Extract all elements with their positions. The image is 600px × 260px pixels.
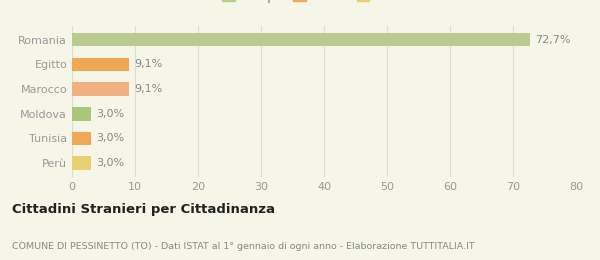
Text: 3,0%: 3,0%	[96, 158, 124, 168]
Text: 9,1%: 9,1%	[134, 84, 163, 94]
Bar	[72, 57, 130, 71]
Bar	[72, 33, 530, 47]
Text: 3,0%: 3,0%	[96, 109, 124, 119]
Legend: Europa, Africa, America: Europa, Africa, America	[220, 0, 428, 5]
Text: 9,1%: 9,1%	[134, 59, 163, 69]
Bar	[72, 156, 91, 170]
Text: COMUNE DI PESSINETTO (TO) - Dati ISTAT al 1° gennaio di ogni anno - Elaborazione: COMUNE DI PESSINETTO (TO) - Dati ISTAT a…	[12, 242, 475, 251]
Bar	[72, 132, 91, 145]
Bar	[72, 82, 130, 96]
Bar	[72, 107, 91, 121]
Text: 3,0%: 3,0%	[96, 133, 124, 144]
Text: 72,7%: 72,7%	[535, 35, 571, 45]
Text: Cittadini Stranieri per Cittadinanza: Cittadini Stranieri per Cittadinanza	[12, 203, 275, 216]
